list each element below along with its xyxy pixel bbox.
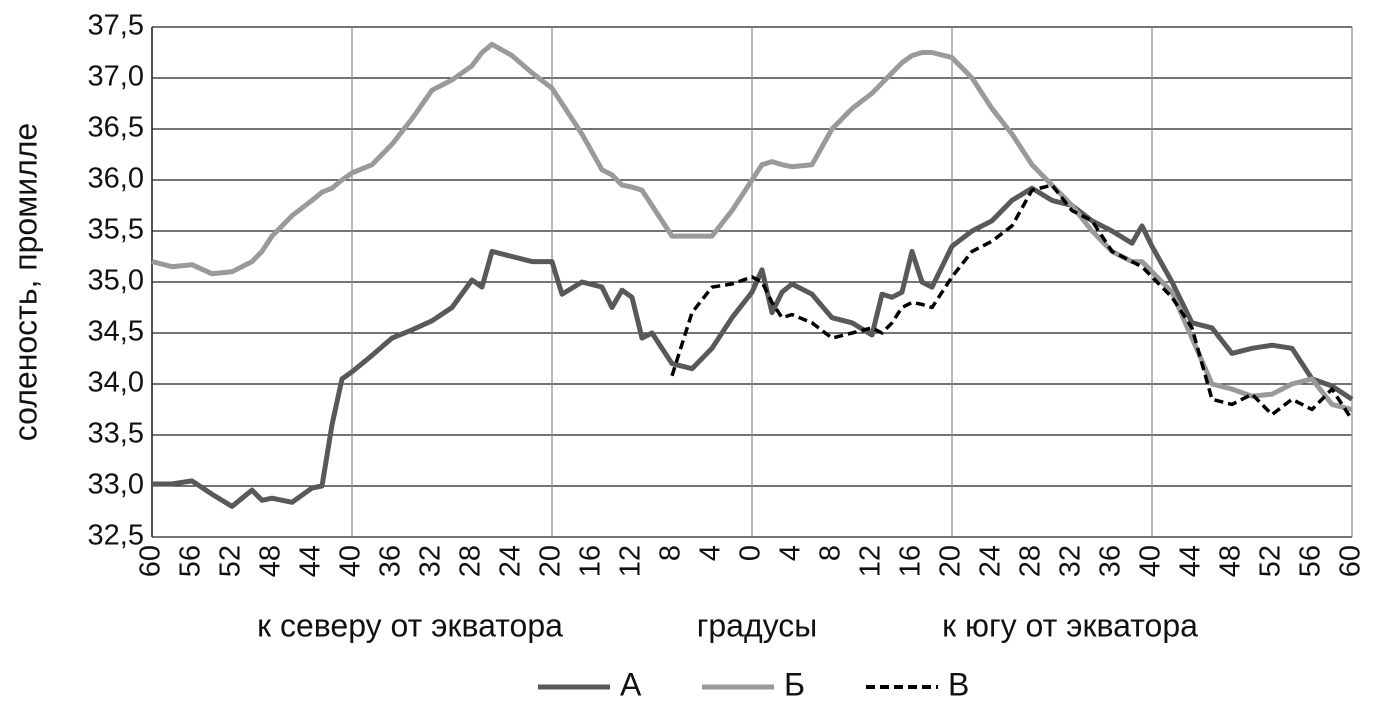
y-tick-label: 36,5 [88, 112, 144, 144]
x-tick-label: 56 [1295, 545, 1327, 577]
x-tick-label: 8 [815, 545, 847, 561]
y-tick-label: 35,5 [88, 214, 144, 246]
x-tick-label: 52 [1255, 545, 1287, 577]
x-tick-label: 32 [1055, 545, 1087, 577]
x-tick-label: 16 [895, 545, 927, 577]
x-tick-label: 44 [1175, 545, 1207, 577]
y-tick-label: 34,5 [88, 316, 144, 348]
x-tick-label: 8 [655, 545, 687, 561]
y-tick-label: 33,0 [88, 469, 144, 501]
x-tick-label: 36 [375, 545, 407, 577]
x-tick-label: 24 [975, 545, 1007, 577]
y-tick-label: 32,5 [88, 520, 144, 552]
x-tick-label: 40 [1135, 545, 1167, 577]
x-tick-label: 36 [1095, 545, 1127, 577]
x-tick-label: 20 [935, 545, 967, 577]
x-axis-label: к югу от экватора [942, 607, 1198, 643]
legend-label: Б [784, 666, 805, 702]
series-line [151, 41, 1353, 412]
x-tick-label: 24 [495, 545, 527, 577]
x-tick-label: 48 [255, 545, 287, 577]
x-tick-label: 56 [175, 545, 207, 577]
x-tick-label: 52 [215, 545, 247, 577]
series-line [152, 185, 1354, 509]
y-tick-label: 37,5 [88, 10, 144, 42]
x-tick-label: 4 [775, 545, 807, 561]
series-line [670, 183, 1354, 421]
x-tick-label: 48 [1215, 545, 1247, 577]
x-tick-label: 28 [1015, 545, 1047, 577]
y-tick-label: 35,0 [88, 265, 144, 297]
y-tick-label: 37,0 [88, 61, 144, 93]
x-tick-label: 0 [735, 545, 767, 561]
y-tick-label: 34,0 [88, 367, 144, 399]
x-tick-label: 20 [535, 545, 567, 577]
x-axis-label: градусы [697, 607, 818, 643]
x-tick-label: 4 [695, 545, 727, 561]
y-tick-label: 36,0 [88, 163, 144, 195]
x-tick-label: 12 [615, 545, 647, 577]
legend-label: В [948, 666, 969, 702]
legend-label: А [620, 666, 642, 702]
x-tick-label: 44 [295, 545, 327, 577]
x-tick-label: 60 [135, 545, 167, 577]
x-tick-label: 32 [415, 545, 447, 577]
x-tick-label: 60 [1335, 545, 1367, 577]
x-tick-label: 16 [575, 545, 607, 577]
x-tick-label: 40 [335, 545, 367, 577]
y-axis-label: соленость, промилле [7, 123, 43, 441]
x-tick-label: 28 [455, 545, 487, 577]
y-tick-label: 33,5 [88, 418, 144, 450]
x-axis-label: к северу от экватора [257, 607, 563, 643]
x-tick-label: 12 [855, 545, 887, 577]
